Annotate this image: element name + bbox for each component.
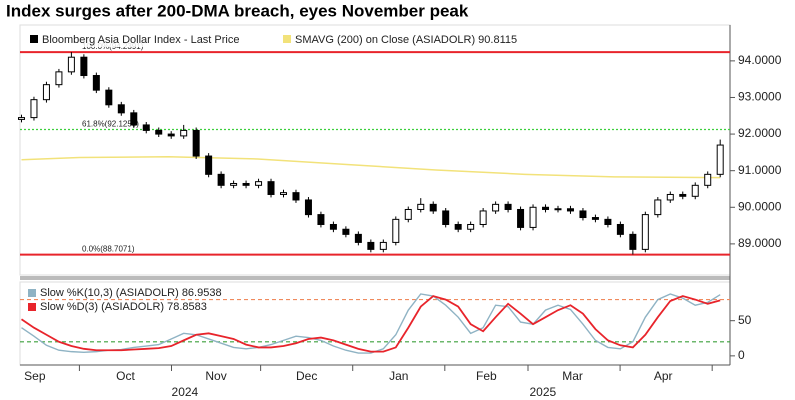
candle-body: [142, 124, 150, 131]
candle-body: [479, 210, 487, 225]
candle-body: [392, 218, 400, 243]
candle-body: [542, 206, 550, 210]
legend-label: SMAVG (200) on Close (ASIADOLR) 90.8115: [295, 34, 517, 46]
candle-body: [329, 223, 337, 230]
legend-label: Bloomberg Asia Dollar Index - Last Price: [42, 34, 239, 46]
candle-body: [117, 104, 125, 114]
candle-body: [404, 208, 412, 220]
panel-separator: [20, 276, 730, 280]
candle-body: [679, 193, 687, 197]
candle-body: [367, 241, 375, 250]
x-tick-label: Jan: [389, 369, 408, 383]
candle-body: [566, 208, 574, 212]
candle-body: [442, 210, 450, 225]
candle-body: [30, 99, 38, 119]
candle-body: [641, 214, 649, 250]
candle-body: [504, 203, 512, 210]
x-tick-label: Nov: [205, 369, 226, 383]
candle-body: [629, 233, 637, 250]
x-year-label: 2025: [529, 385, 556, 399]
candle-body: [616, 223, 624, 235]
level-label: 61.8%(92.1259): [82, 120, 139, 129]
x-tick-label: Oct: [116, 369, 135, 383]
legend-label: Slow %D(3) (ASIADOLR) 78.8583: [40, 301, 207, 313]
candle-body: [42, 84, 50, 101]
legend-label: Slow %K(10,3) (ASIADOLR) 86.9538: [40, 287, 222, 299]
x-tick-label: Sep: [24, 369, 46, 383]
candle-body: [704, 173, 712, 186]
candle-body: [304, 199, 312, 216]
candle-body: [666, 193, 674, 201]
candle-body: [417, 203, 425, 210]
candle-body: [55, 71, 63, 86]
y-tick-label: 0: [738, 348, 745, 362]
series-line: [20, 295, 721, 353]
sma-line: [21, 156, 721, 179]
candle-body: [242, 182, 250, 186]
y-tick-label: 91.0000: [738, 163, 782, 177]
candle-body: [342, 228, 350, 235]
y-tick-label: 94.0000: [738, 53, 782, 67]
candle-body: [17, 117, 25, 120]
series-line: [21, 293, 721, 354]
candle-body: [554, 208, 562, 211]
candle-body: [591, 217, 599, 220]
x-tick-label: Dec: [296, 369, 317, 383]
y-tick-label: 93.0000: [738, 90, 782, 104]
candle-body: [517, 208, 525, 228]
candle-body: [105, 89, 113, 106]
legend-swatch: [283, 35, 291, 43]
candle-body: [167, 133, 175, 137]
x-tick-label: Mar: [562, 369, 583, 383]
level-label: 0.0%(88.7071): [82, 245, 135, 254]
x-year-label: 2024: [172, 385, 199, 399]
candle-body: [529, 206, 537, 228]
candle-body: [80, 56, 88, 77]
candle-body: [691, 184, 699, 197]
main-panel: [19, 24, 731, 276]
candle-body: [230, 182, 238, 186]
candle-body: [379, 241, 387, 250]
candle-body: [654, 199, 662, 216]
candle-body: [217, 173, 225, 186]
candle-body: [354, 233, 362, 243]
candle-body: [130, 112, 138, 126]
candle-body: [255, 181, 263, 186]
candle-body: [67, 56, 75, 73]
legend-bg: [24, 32, 584, 47]
y-tick-label: 50: [738, 313, 752, 327]
candle-body: [467, 223, 475, 230]
y-tick-label: 90.0000: [738, 199, 782, 213]
x-tick-label: Apr: [654, 369, 673, 383]
candle-body: [292, 192, 300, 201]
candle-body: [604, 218, 612, 225]
candle-body: [155, 129, 163, 135]
legend-swatch: [30, 35, 38, 43]
chart-title: Index surges after 200-DMA breach, eyes …: [6, 1, 469, 20]
candle-body: [716, 144, 724, 175]
candle-body: [317, 214, 325, 225]
candle-body: [429, 203, 437, 212]
candle-body: [192, 129, 200, 157]
legend-swatch: [28, 303, 36, 311]
candle-body: [92, 75, 100, 91]
legend-swatch: [28, 289, 36, 297]
y-tick-label: 89.0000: [738, 236, 782, 250]
candle-body: [267, 181, 275, 195]
y-tick-label: 92.0000: [738, 126, 782, 140]
candle-body: [280, 192, 288, 195]
candle-body: [180, 129, 188, 137]
candle-body: [492, 203, 500, 212]
candle-body: [579, 210, 587, 219]
candle-body: [205, 155, 213, 175]
x-tick-label: Feb: [476, 369, 497, 383]
candle-body: [454, 223, 462, 230]
